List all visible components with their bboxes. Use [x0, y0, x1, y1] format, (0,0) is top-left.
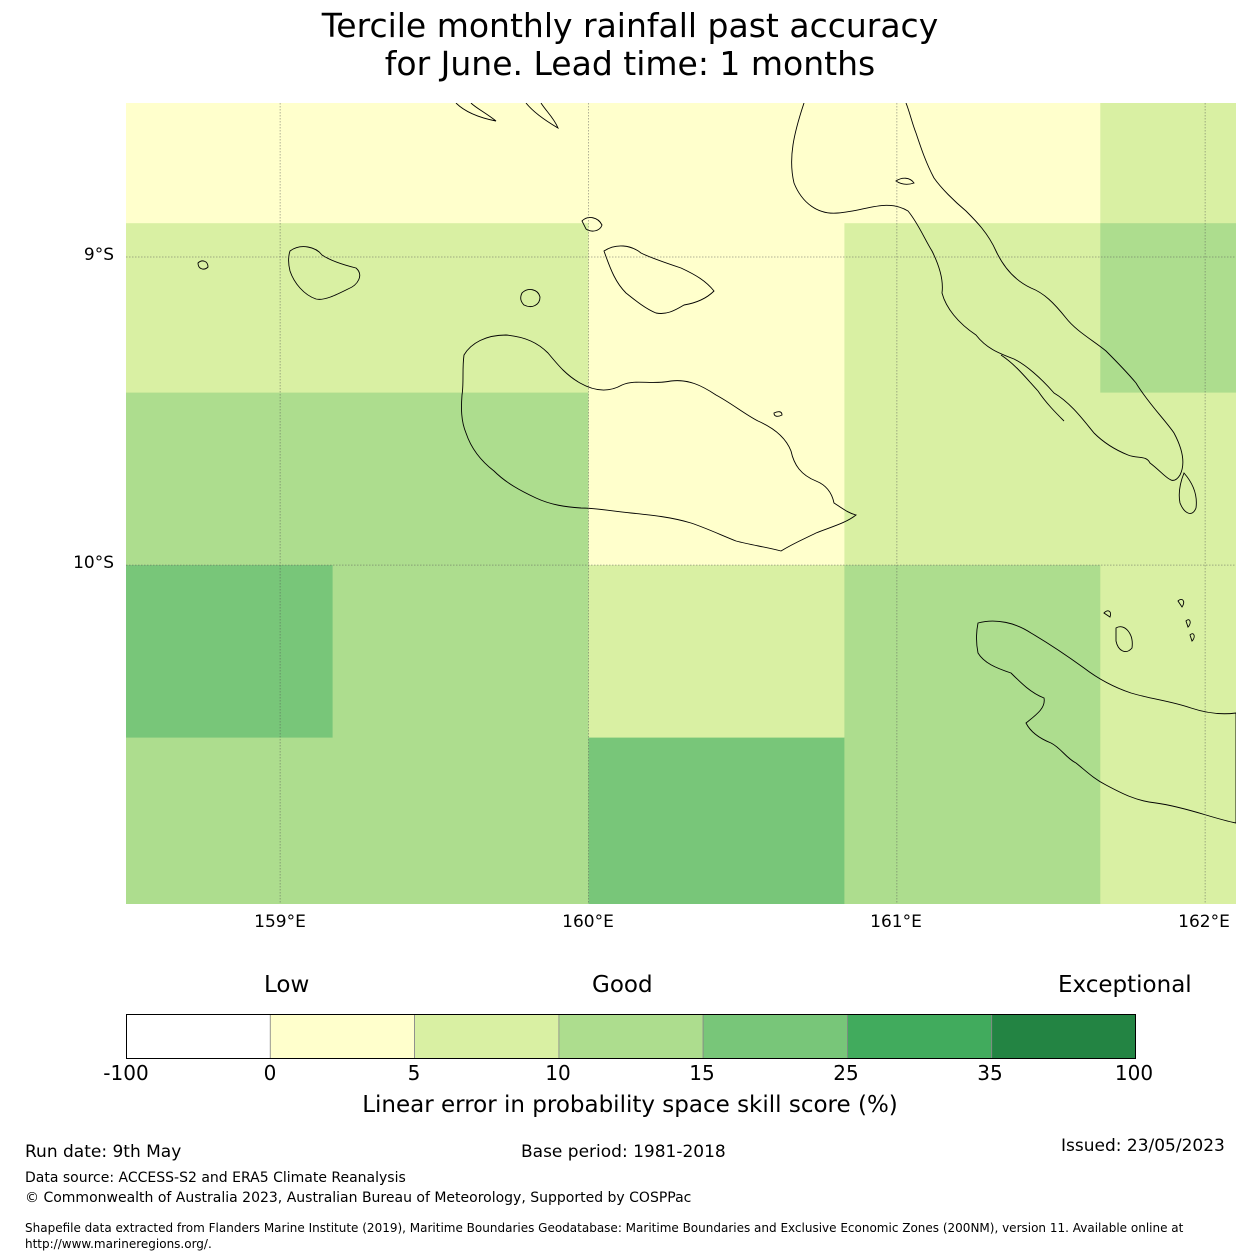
skill-cell: [588, 392, 845, 566]
skill-map: [126, 103, 1236, 904]
skill-cell: [332, 565, 589, 739]
lat-label-10s: 10°S: [73, 553, 114, 573]
coastline-north-islands: [455, 103, 497, 122]
colorbar-title: Linear error in probability space skill …: [362, 1092, 898, 1118]
colorbar-segment: [702, 1014, 848, 1059]
colorbar-segment: [847, 1014, 993, 1059]
map-title-line1: Tercile monthly rainfall past accuracy: [321, 6, 939, 45]
coastline-russell: [288, 246, 361, 300]
skill-cell: [588, 223, 845, 394]
colorbar-tick: 35: [977, 1061, 1003, 1085]
copyright: © Commonwealth of Australia 2023, Austra…: [25, 1190, 692, 1206]
coastline-ulawa: [1115, 626, 1133, 652]
coastline-nggela-west: [581, 217, 603, 232]
colorbar-segment: [414, 1014, 560, 1059]
skill-cell: [126, 392, 589, 566]
coastline-islet-3: [1103, 610, 1111, 618]
coastline-islet-2: [773, 411, 783, 417]
colorbar-tick: 100: [1114, 1061, 1154, 1085]
coastline-russell-small: [197, 260, 209, 270]
colorbar-tick: 5: [407, 1061, 421, 1085]
colorbar-segment: [558, 1014, 704, 1059]
coastline-malaita-west: [1000, 354, 1065, 422]
skill-cell: [1100, 103, 1236, 224]
map-title-line2: for June. Lead time: 1 months: [384, 44, 876, 83]
colorbar-label-low: Low: [264, 972, 310, 998]
colorbar-label-exceptional: Exceptional: [1058, 972, 1192, 998]
skill-cell: [126, 737, 589, 904]
lat-label-9s: 9°S: [83, 245, 114, 265]
colorbar-tick: 15: [689, 1061, 715, 1085]
lon-label-161e: 161°E: [870, 912, 922, 932]
coastline-islet-6: [1189, 633, 1195, 642]
shapefile-credit: Shapefile data extracted from Flanders M…: [25, 1221, 1184, 1251]
skill-cell: [844, 223, 1101, 394]
coastline-islet-1: [895, 177, 915, 185]
colorbar-tick: 0: [263, 1061, 277, 1085]
colorbar-frame: [126, 1014, 1136, 1059]
lon-label-160e: 160°E: [562, 912, 614, 932]
coastline-islet-5: [1185, 619, 1191, 628]
colorbar-tick: 10: [545, 1061, 571, 1085]
skill-cell: [844, 565, 1101, 739]
coastline-nggela: [603, 245, 715, 314]
skill-cell: [588, 737, 845, 904]
skill-cell: [1100, 737, 1236, 904]
skill-cell: [126, 103, 1101, 224]
colorbar-segment: [269, 1014, 416, 1059]
coastline-islet-4: [1177, 598, 1185, 608]
skill-grid-cells: [126, 103, 1236, 904]
data-source: Data source: ACCESS-S2 and ERA5 Climate …: [25, 1170, 406, 1186]
skill-cell: [126, 223, 589, 394]
lon-label-162e: 162°E: [1178, 912, 1230, 932]
coastline-makira: [976, 620, 1236, 824]
lon-label-159e: 159°E: [254, 912, 306, 932]
issued-date: Issued: 23/05/2023: [1061, 1136, 1225, 1156]
graticule: [126, 103, 1236, 904]
colorbar-tick: 25: [833, 1061, 859, 1085]
colorbar-label-good: Good: [592, 972, 653, 998]
colorbar-segment: [991, 1014, 1136, 1059]
base-period: Base period: 1981-2018: [521, 1142, 726, 1162]
coastline-north-islands-2: [525, 103, 559, 130]
skill-cell: [1100, 565, 1236, 739]
skill-cell: [844, 737, 1101, 904]
colorbar: [126, 1014, 1136, 1059]
run-date: Run date: 9th May: [25, 1142, 182, 1162]
skill-cell: [1100, 223, 1236, 394]
coastline-savo: [520, 289, 541, 308]
skill-cell: [844, 392, 1236, 566]
coastline-malaita-east: [1178, 472, 1197, 514]
coastlines: [197, 103, 1236, 824]
skill-cell: [588, 565, 845, 739]
coastline-santa-isabel: [791, 103, 1184, 481]
colorbar-tick: -100: [103, 1061, 149, 1085]
coastline-guadalcanal: [461, 334, 857, 552]
skill-cell: [126, 565, 334, 739]
colorbar-segment: [126, 1014, 271, 1059]
